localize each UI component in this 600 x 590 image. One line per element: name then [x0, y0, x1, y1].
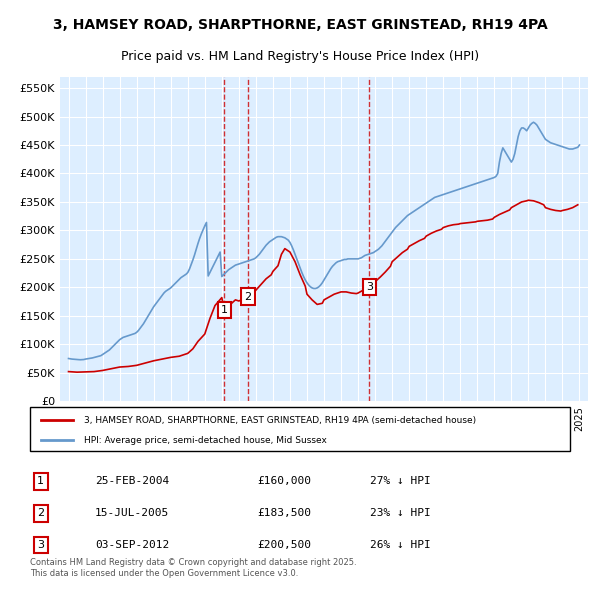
Text: 15-JUL-2005: 15-JUL-2005 — [95, 509, 169, 518]
Text: 3: 3 — [366, 282, 373, 292]
Text: 23% ↓ HPI: 23% ↓ HPI — [370, 509, 431, 518]
Text: 1: 1 — [221, 305, 228, 315]
Text: 2: 2 — [244, 291, 251, 301]
Text: 27% ↓ HPI: 27% ↓ HPI — [370, 477, 431, 486]
Text: 3: 3 — [37, 540, 44, 550]
Text: HPI: Average price, semi-detached house, Mid Sussex: HPI: Average price, semi-detached house,… — [84, 436, 327, 445]
Text: 3, HAMSEY ROAD, SHARPTHORNE, EAST GRINSTEAD, RH19 4PA (semi-detached house): 3, HAMSEY ROAD, SHARPTHORNE, EAST GRINST… — [84, 416, 476, 425]
Text: 1: 1 — [37, 477, 44, 486]
Text: £200,500: £200,500 — [257, 540, 311, 550]
Text: 03-SEP-2012: 03-SEP-2012 — [95, 540, 169, 550]
Text: £183,500: £183,500 — [257, 509, 311, 518]
Text: £160,000: £160,000 — [257, 477, 311, 486]
Text: 2: 2 — [37, 509, 44, 518]
Text: Contains HM Land Registry data © Crown copyright and database right 2025.
This d: Contains HM Land Registry data © Crown c… — [30, 558, 356, 578]
FancyBboxPatch shape — [30, 407, 570, 451]
Text: 3, HAMSEY ROAD, SHARPTHORNE, EAST GRINSTEAD, RH19 4PA: 3, HAMSEY ROAD, SHARPTHORNE, EAST GRINST… — [53, 18, 547, 32]
Text: 26% ↓ HPI: 26% ↓ HPI — [370, 540, 431, 550]
Text: Price paid vs. HM Land Registry's House Price Index (HPI): Price paid vs. HM Land Registry's House … — [121, 50, 479, 63]
Text: 25-FEB-2004: 25-FEB-2004 — [95, 477, 169, 486]
